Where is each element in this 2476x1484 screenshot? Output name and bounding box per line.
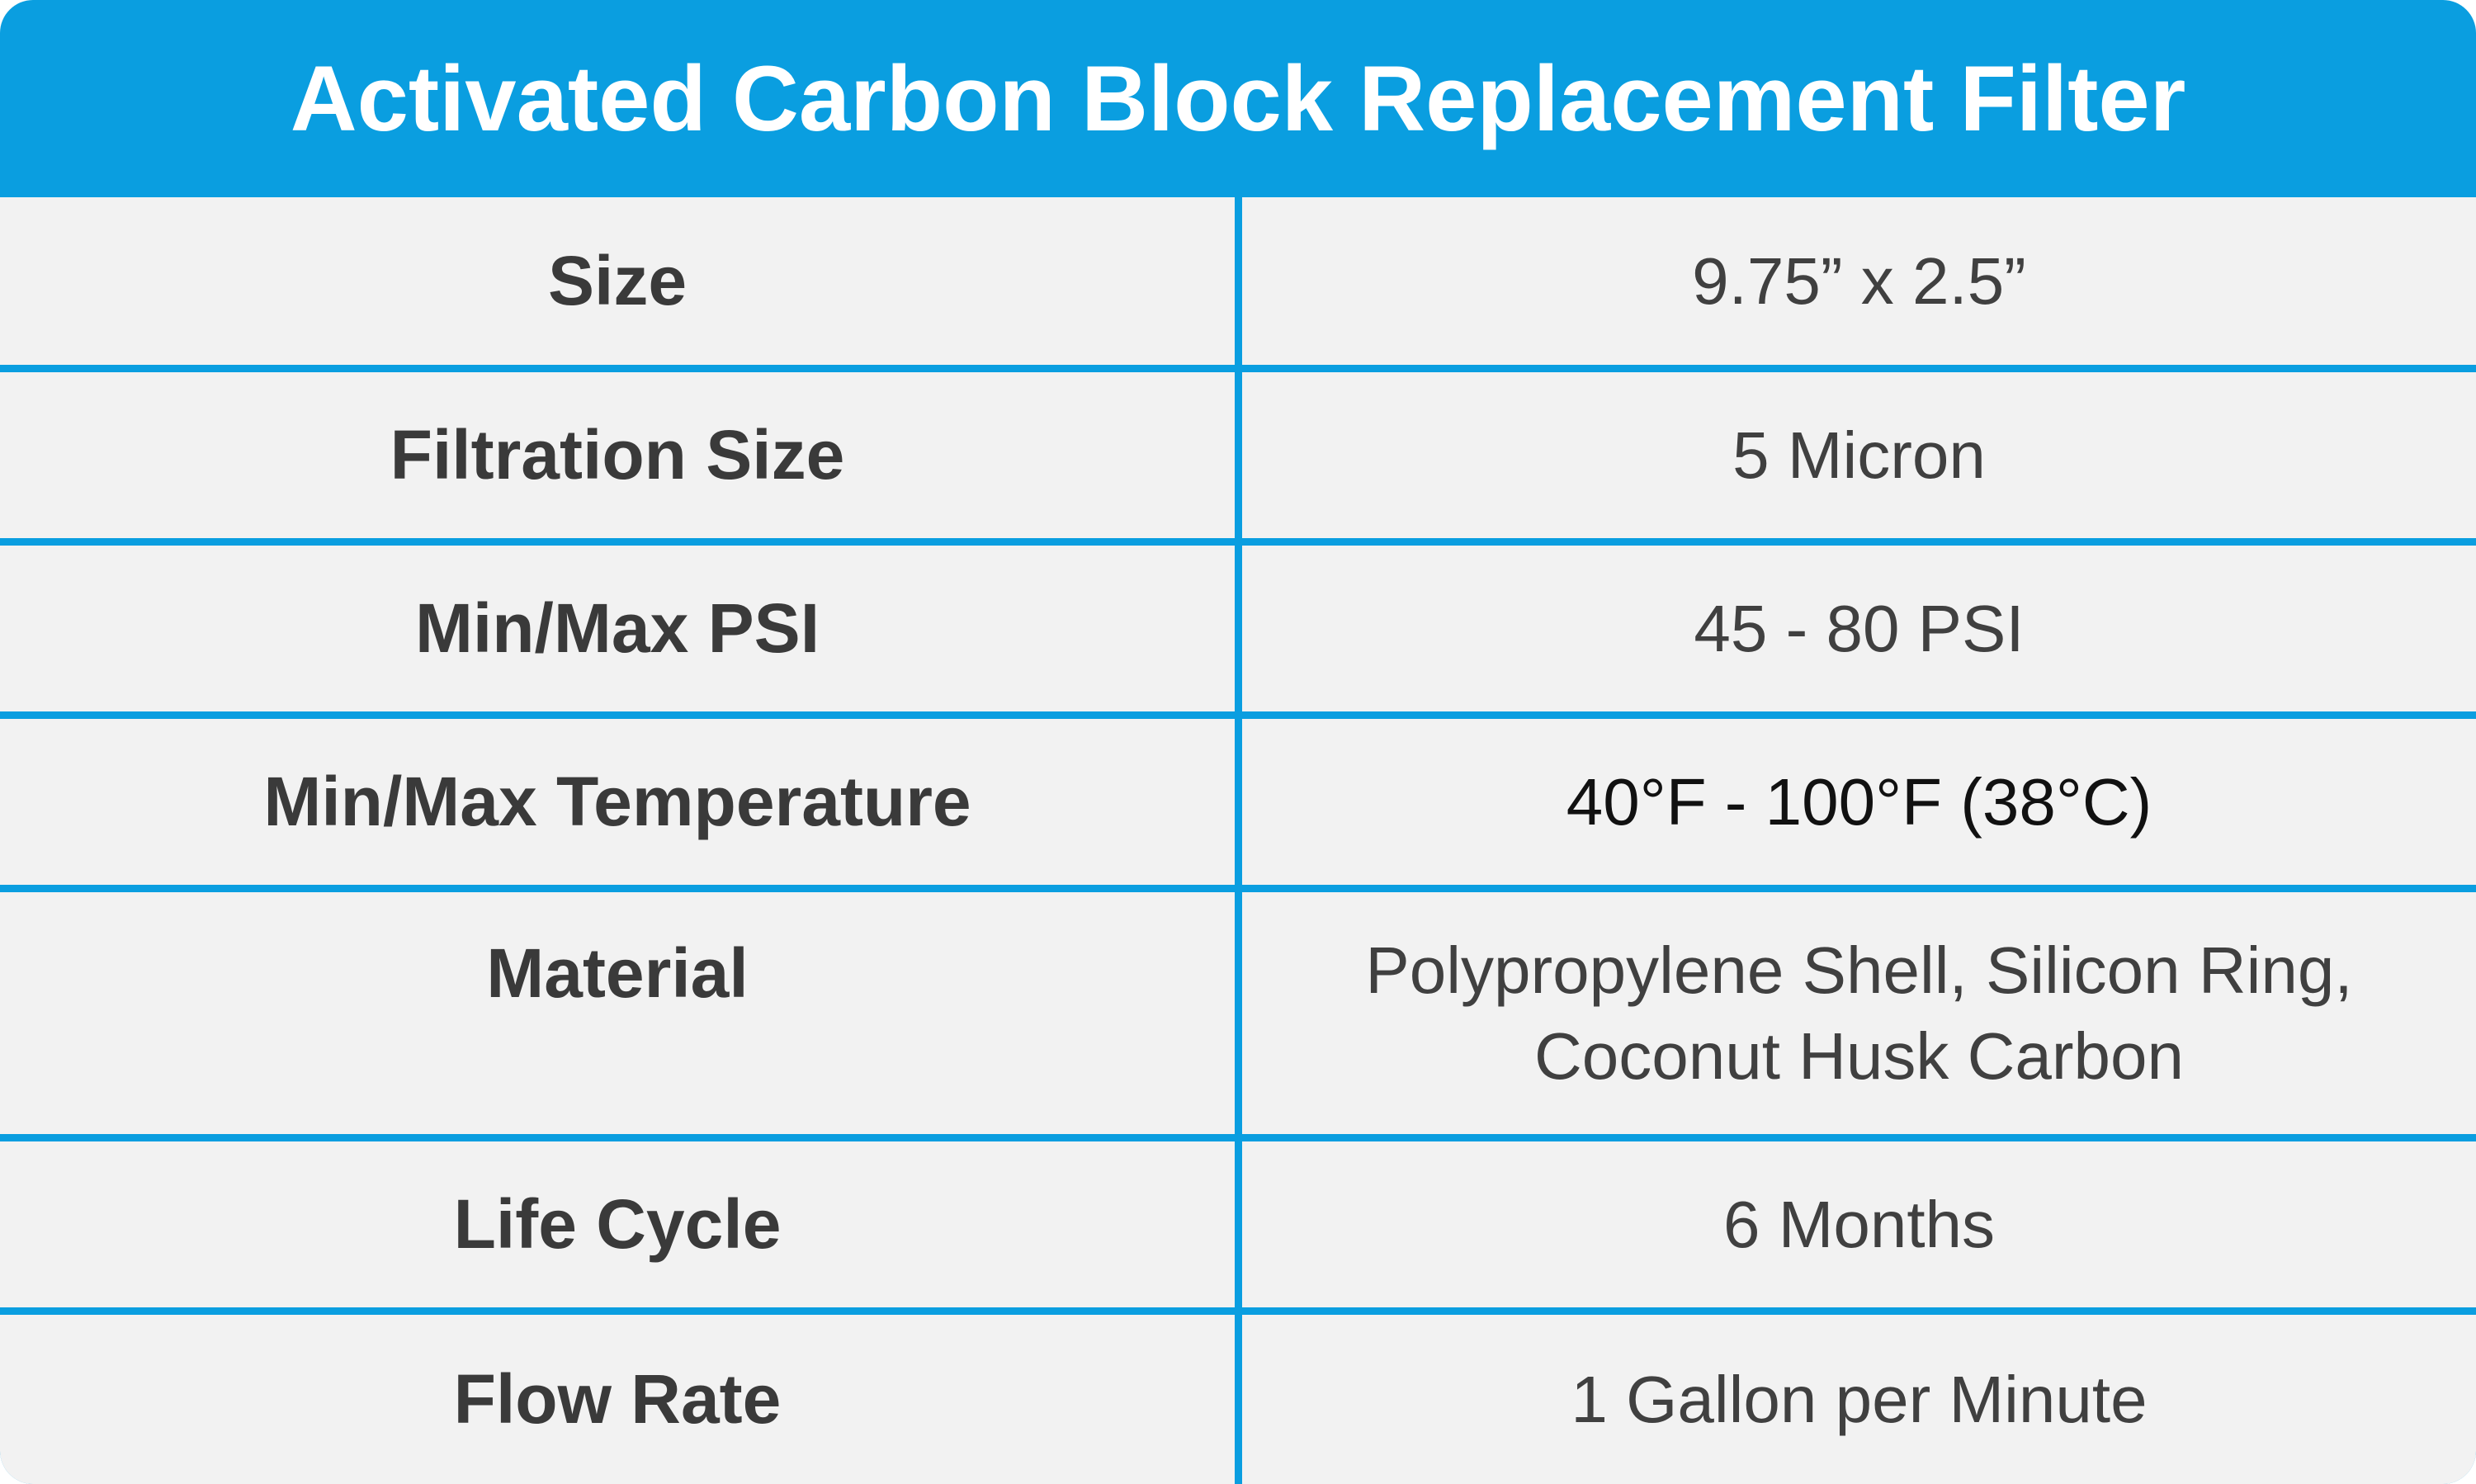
row-value-cell: 6 Months <box>1242 1141 2476 1307</box>
row-value-cell: 45 - 80 PSI <box>1242 546 2476 711</box>
row-label-cell: Flow Rate <box>0 1315 1235 1484</box>
row-label: Life Cycle <box>453 1185 782 1263</box>
row-value: 6 Months <box>1722 1187 1996 1261</box>
row-label: Min/Max PSI <box>414 589 820 667</box>
row-value: 40°F - 100°F (38°C) <box>1566 764 2152 839</box>
row-label: Flow Rate <box>453 1360 782 1438</box>
row-value: 45 - 80 PSI <box>1694 591 2025 665</box>
row-value: Polypropylene Shell, Silicon Ring, Cocon… <box>1365 933 2353 1093</box>
row-value: 9.75” x 2.5” <box>1692 243 2026 318</box>
spec-table: Size 9.75” x 2.5” Filtration Size 5 Micron M… <box>0 197 2476 1484</box>
row-value-cell: 5 Micron <box>1242 372 2476 538</box>
row-label-cell: Filtration Size <box>0 372 1235 538</box>
row-label-cell: Material <box>0 892 1235 1134</box>
row-value-cell: 1 Gallon per Minute <box>1242 1315 2476 1484</box>
header-title: Activated Carbon Block Replacement Filte… <box>290 47 2186 150</box>
row-value: 5 Micron <box>1732 418 1986 492</box>
row-label-cell: Size <box>0 197 1235 365</box>
row-label-cell: Life Cycle <box>0 1141 1235 1307</box>
row-value-cell: 40°F - 100°F (38°C) <box>1242 719 2476 885</box>
row-value: 1 Gallon per Minute <box>1571 1362 2148 1436</box>
row-value-cell: 9.75” x 2.5” <box>1242 197 2476 365</box>
row-label-cell: Min/Max PSI <box>0 546 1235 711</box>
row-label-cell: Min/Max Temperature <box>0 719 1235 885</box>
row-label: Min/Max Temperature <box>263 763 971 840</box>
row-label: Size <box>547 242 688 319</box>
row-label: Filtration Size <box>390 416 845 494</box>
row-value-cell: Polypropylene Shell, Silicon Ring, Cocon… <box>1242 892 2476 1134</box>
row-label: Material <box>486 934 749 1012</box>
